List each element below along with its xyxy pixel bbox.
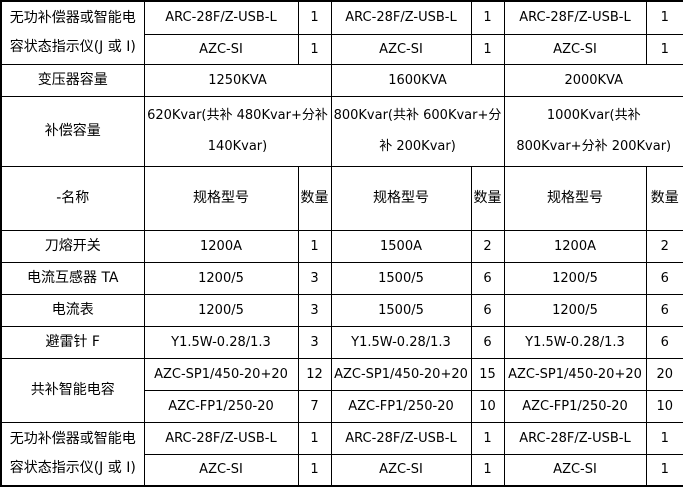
spec-cell: ARC-28F/Z-USB-L [330, 0, 472, 35]
spec-column-header: 规格型号 [503, 165, 647, 231]
row-label-indicator-top: 无功补偿器或智能电容状态指示仪(J 或 I) [0, 0, 145, 65]
spec-cell: 1200A [143, 229, 299, 263]
qty-cell: 3 [297, 293, 332, 327]
spec-cell: 1200/5 [143, 293, 299, 327]
qty-cell: 12 [297, 357, 332, 391]
qty-cell: 3 [297, 325, 332, 359]
compensation-capacity-cell: 620Kvar(共补 480Kvar+分补 140Kvar) [143, 95, 332, 167]
spec-cell: AZC-SI [143, 453, 299, 487]
row-label-current-transformer: 电流互感器 TA [0, 261, 145, 295]
qty-column-header: 数量 [470, 165, 505, 231]
table-row: 电流表 1200/5 3 1500/5 6 1200/5 6 [0, 293, 683, 327]
spec-cell: 1200/5 [503, 261, 647, 295]
spec-cell: ARC-28F/Z-USB-L [143, 421, 299, 455]
spec-cell: 1500/5 [330, 261, 472, 295]
spec-cell: AZC-SP1/450-20+20 [503, 357, 647, 391]
spec-cell: ARC-28F/Z-USB-L [503, 421, 647, 455]
table-row: 避雷针 F Y1.5W-0.28/1.3 3 Y1.5W-0.28/1.3 6 … [0, 325, 683, 359]
spec-cell: 1200/5 [143, 261, 299, 295]
qty-cell: 1 [297, 453, 332, 487]
qty-cell: 2 [645, 229, 683, 263]
qty-cell: 1 [297, 0, 332, 35]
qty-cell: 1 [297, 33, 332, 65]
table-header-row: -名称 规格型号 数量 规格型号 数量 规格型号 数量 [0, 165, 683, 231]
table-row: 无功补偿器或智能电容状态指示仪(J 或 I) ARC-28F/Z-USB-L 1… [0, 421, 683, 487]
compensation-capacity-cell: 800Kvar(共补 600Kvar+分补 200Kvar) [330, 95, 505, 167]
qty-cell: 2 [470, 229, 505, 263]
row-label-lightning-arrester: 避雷针 F [0, 325, 145, 359]
spec-cell: ARC-28F/Z-USB-L [330, 421, 472, 455]
row-label-knife-fuse-switch: 刀熔开关 [0, 229, 145, 263]
row-label-common-smart-capacitor: 共补智能电容 [0, 357, 145, 423]
spec-cell: AZC-FP1/250-20 [143, 389, 299, 423]
qty-cell: 1 [645, 421, 683, 455]
qty-cell: 10 [470, 389, 505, 423]
bottom-margin-strip [0, 487, 683, 491]
qty-cell: 1 [470, 453, 505, 487]
name-column-header: -名称 [0, 165, 145, 231]
qty-cell: 7 [297, 389, 332, 423]
spec-cell: Y1.5W-0.28/1.3 [330, 325, 472, 359]
qty-cell: 20 [645, 357, 683, 391]
table-row: 无功补偿器或智能电容状态指示仪(J 或 I) ARC-28F/Z-USB-L 1… [0, 0, 683, 65]
qty-cell: 6 [645, 325, 683, 359]
row-label-transformer-capacity: 变压器容量 [0, 63, 145, 97]
spec-cell: AZC-FP1/250-20 [330, 389, 472, 423]
spec-cell: AZC-SI [330, 33, 472, 65]
spec-cell: 1500/5 [330, 293, 472, 327]
spec-cell: ARC-28F/Z-USB-L [143, 0, 299, 35]
table-row: 共补智能电容 AZC-SP1/450-20+20 12 AZC-SP1/450-… [0, 357, 683, 423]
table-row: 刀熔开关 1200A 1 1500A 2 1200A 2 [0, 229, 683, 263]
row-label-ammeter: 电流表 [0, 293, 145, 327]
row-label-compensation-capacity: 补偿容量 [0, 95, 145, 167]
qty-column-header: 数量 [645, 165, 683, 231]
spec-cell: 1500A [330, 229, 472, 263]
spec-column-header: 规格型号 [143, 165, 299, 231]
qty-cell: 10 [645, 389, 683, 423]
qty-cell: 1 [645, 0, 683, 35]
qty-cell: 1 [470, 0, 505, 35]
spec-cell: AZC-SI [503, 453, 647, 487]
table-row: 变压器容量 1250KVA 1600KVA 2000KVA [0, 63, 683, 97]
table-row: AZC-FP1/250-20 7 AZC-FP1/250-20 10 AZC-F… [1, 389, 683, 423]
spec-cell: Y1.5W-0.28/1.3 [143, 325, 299, 359]
table-row: 补偿容量 620Kvar(共补 480Kvar+分补 140Kvar) 800K… [0, 95, 683, 167]
qty-cell: 3 [297, 261, 332, 295]
qty-cell: 1 [645, 453, 683, 487]
transformer-capacity-cell: 1600KVA [330, 63, 505, 97]
spec-cell: AZC-SP1/450-20+20 [143, 357, 299, 391]
qty-cell: 1 [470, 33, 505, 65]
spec-cell: AZC-SI [330, 453, 472, 487]
qty-cell: 1 [645, 33, 683, 65]
qty-cell: 6 [645, 293, 683, 327]
qty-cell: 6 [470, 261, 505, 295]
spec-column-header: 规格型号 [330, 165, 472, 231]
qty-cell: 1 [470, 421, 505, 455]
spec-cell: AZC-SI [143, 33, 299, 65]
spec-cell: ARC-28F/Z-USB-L [503, 0, 647, 35]
table-row: AZC-SI 1 AZC-SI 1 AZC-SI 1 [1, 453, 683, 487]
spec-cell: Y1.5W-0.28/1.3 [503, 325, 647, 359]
qty-column-header: 数量 [297, 165, 332, 231]
table-row: AZC-SI 1 AZC-SI 1 AZC-SI 1 [1, 33, 683, 65]
spec-cell: AZC-SI [503, 33, 647, 65]
row-label-indicator-bottom: 无功补偿器或智能电容状态指示仪(J 或 I) [0, 421, 145, 487]
qty-cell: 6 [470, 325, 505, 359]
table-row: 电流互感器 TA 1200/5 3 1500/5 6 1200/5 6 [0, 261, 683, 295]
qty-cell: 1 [297, 229, 332, 263]
qty-cell: 15 [470, 357, 505, 391]
qty-cell: 6 [645, 261, 683, 295]
transformer-capacity-cell: 2000KVA [503, 63, 683, 97]
compensation-capacity-cell: 1000Kvar(共补 800Kvar+分补 200Kvar) [503, 95, 683, 167]
qty-cell: 6 [470, 293, 505, 327]
spec-cell: 1200A [503, 229, 647, 263]
spec-cell: AZC-SP1/450-20+20 [330, 357, 472, 391]
spec-cell: 1200/5 [503, 293, 647, 327]
transformer-capacity-cell: 1250KVA [143, 63, 332, 97]
qty-cell: 1 [297, 421, 332, 455]
spec-cell: AZC-FP1/250-20 [503, 389, 647, 423]
